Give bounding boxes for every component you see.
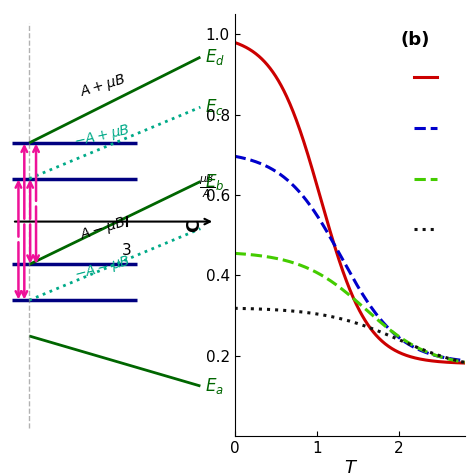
Text: $-A+\mu B$: $-A+\mu B$ — [73, 121, 133, 151]
Text: (b): (b) — [400, 31, 429, 49]
Text: $A-\mu B$: $A-\mu B$ — [78, 214, 128, 244]
Y-axis label: C: C — [185, 219, 203, 232]
Text: $E_b$: $E_b$ — [205, 172, 225, 191]
Text: $A+\mu B$: $A+\mu B$ — [78, 71, 128, 100]
X-axis label: T: T — [344, 459, 355, 474]
Text: $E_c$: $E_c$ — [205, 97, 224, 117]
Text: $E_d$: $E_d$ — [205, 47, 225, 67]
Text: 3: 3 — [122, 243, 132, 258]
Text: $-A-\mu B$: $-A-\mu B$ — [73, 253, 133, 284]
Text: $E_a$: $E_a$ — [205, 376, 224, 396]
Text: $\frac{\mu B}{A}$: $\frac{\mu B}{A}$ — [200, 173, 216, 201]
